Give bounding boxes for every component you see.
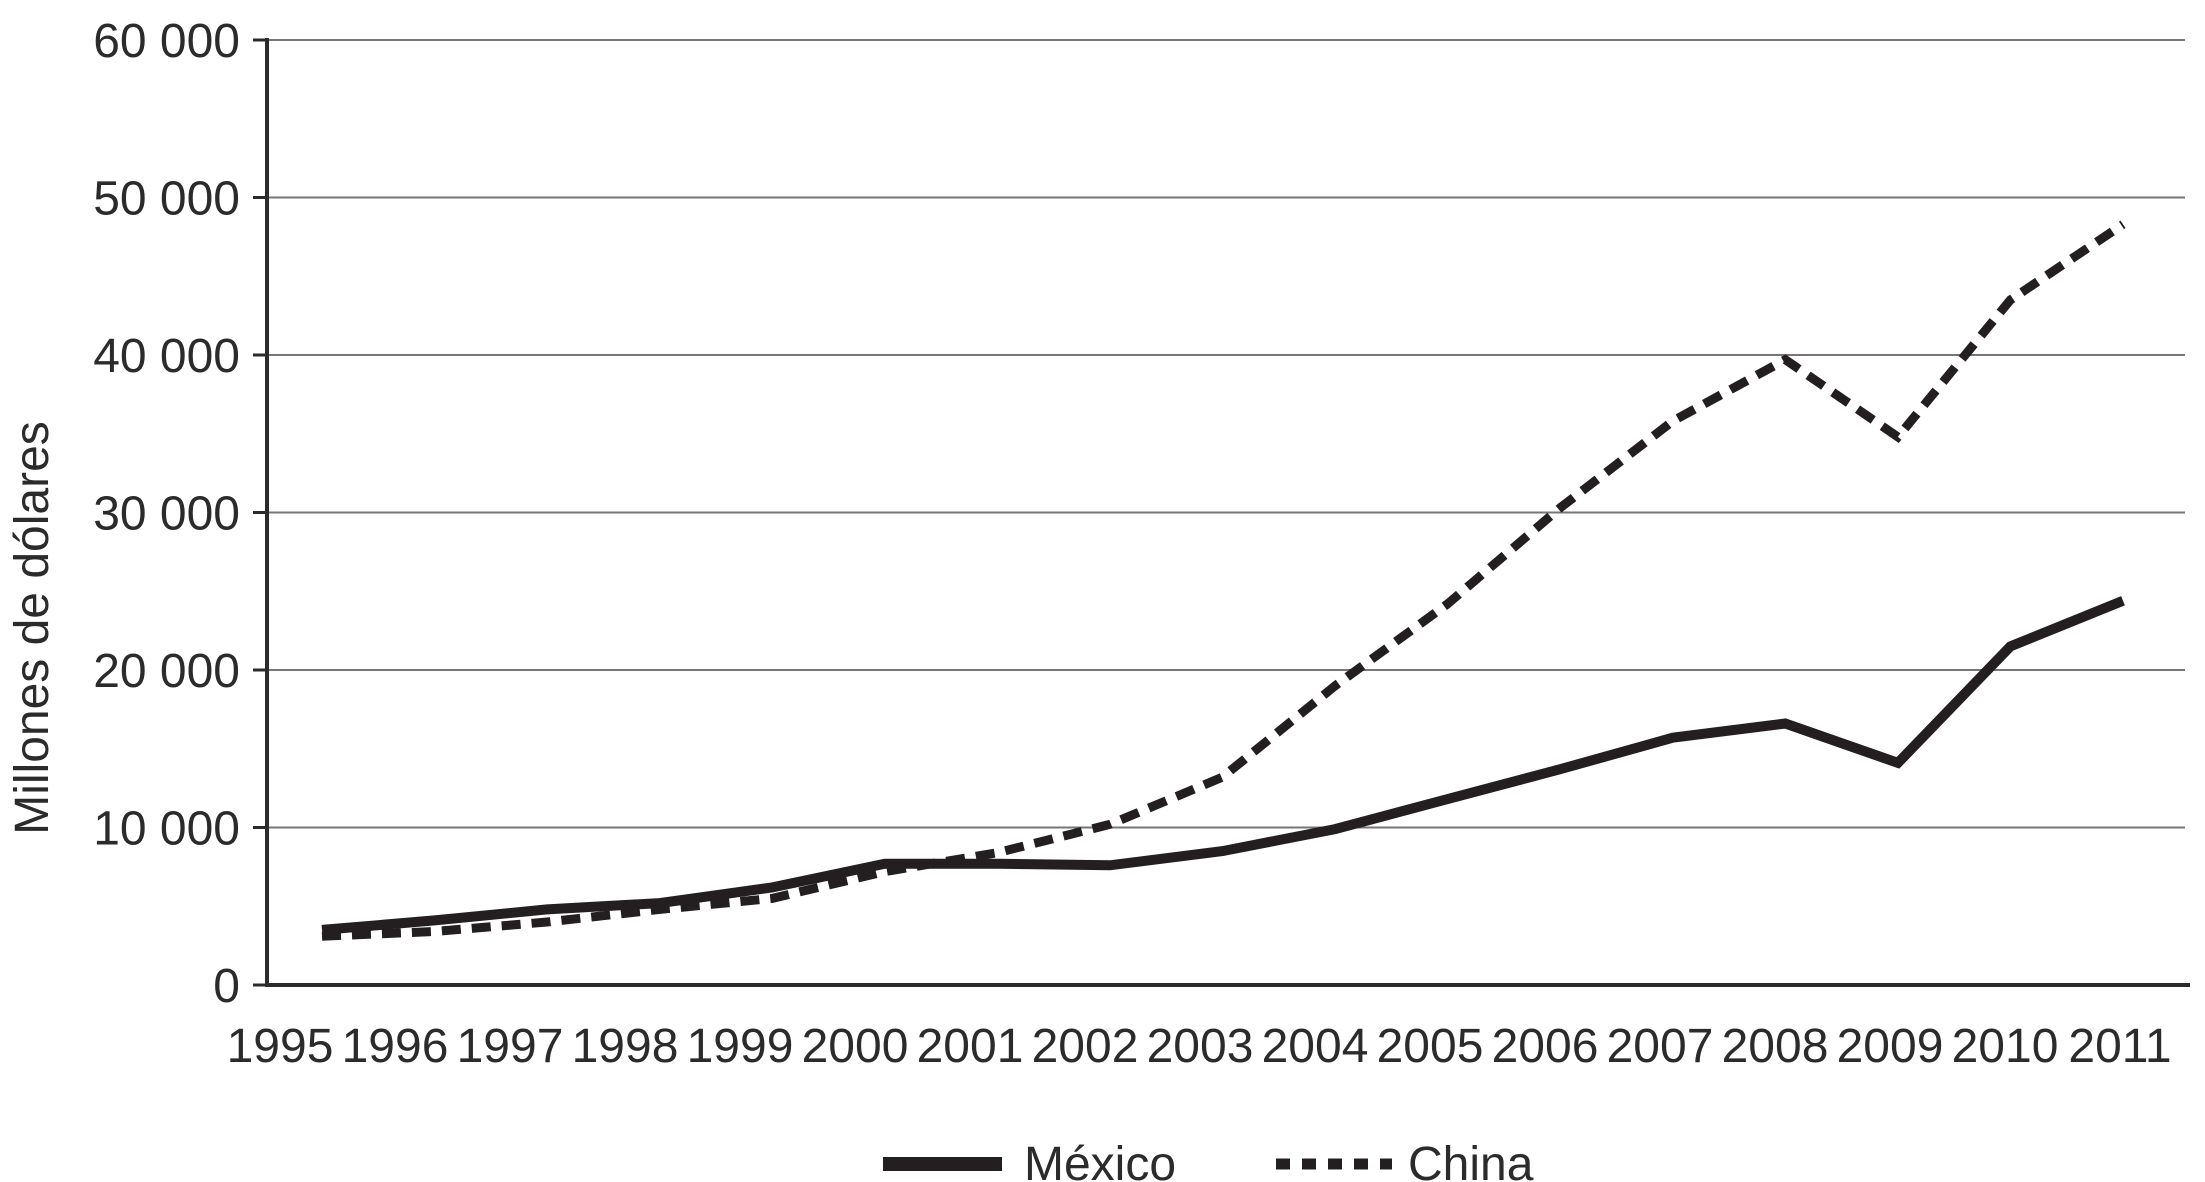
china-line — [321, 220, 2126, 941]
y-tick-label-5: 50 000 — [93, 173, 240, 226]
x-tick-label-2009: 2009 — [1837, 1020, 1944, 1073]
y-tick-label-2: 20 000 — [93, 645, 240, 698]
x-tick-label-1996: 1996 — [342, 1020, 449, 1073]
y-axis-tickmarks — [253, 38, 267, 987]
x-tick-label-2000: 2000 — [802, 1020, 909, 1073]
y-axis-title: Millones de dólares — [6, 421, 59, 835]
legend-mexico-label: México — [1024, 1138, 1176, 1182]
x-tick-label-1999: 1999 — [687, 1020, 794, 1073]
x-tick-label-2011: 2011 — [2068, 1020, 2171, 1073]
x-tick-label-1997: 1997 — [457, 1020, 564, 1073]
x-tick-label-2003: 2003 — [1147, 1020, 1254, 1073]
x-tick-label-2007: 2007 — [1607, 1020, 1714, 1073]
y-tick-label-3: 30 000 — [93, 488, 240, 541]
x-tick-label-1998: 1998 — [572, 1020, 679, 1073]
x-tick-label-2006: 2006 — [1492, 1020, 1599, 1073]
legend: México China — [883, 1138, 1534, 1182]
x-tick-label-2001: 2001 — [917, 1020, 1024, 1073]
x-tick-label-2005: 2005 — [1377, 1020, 1484, 1073]
mexico-line — [321, 596, 2125, 935]
y-tick-label-4: 40 000 — [93, 330, 240, 383]
y-axis-tick-labels: 0 10 000 20 000 30 000 40 000 50 000 60 000 — [93, 15, 240, 1013]
x-tick-label-2002: 2002 — [1032, 1020, 1139, 1073]
x-tick-label-1995: 1995 — [227, 1020, 334, 1073]
x-tick-label-2010: 2010 — [1952, 1020, 2059, 1073]
y-tick-label-0: 0 — [213, 960, 240, 1013]
x-tick-label-2004: 2004 — [1262, 1020, 1369, 1073]
x-tick-label-2008: 2008 — [1722, 1020, 1829, 1073]
y-tick-label-6: 60 000 — [93, 15, 240, 68]
legend-china-label: China — [1408, 1138, 1534, 1182]
x-axis-tick-labels: 1995 1996 1997 1998 1999 2000 2001 2002 2003 2004… — [227, 1020, 2172, 1073]
y-tick-label-1: 10 000 — [93, 803, 240, 856]
gridlines — [267, 39, 2185, 829]
